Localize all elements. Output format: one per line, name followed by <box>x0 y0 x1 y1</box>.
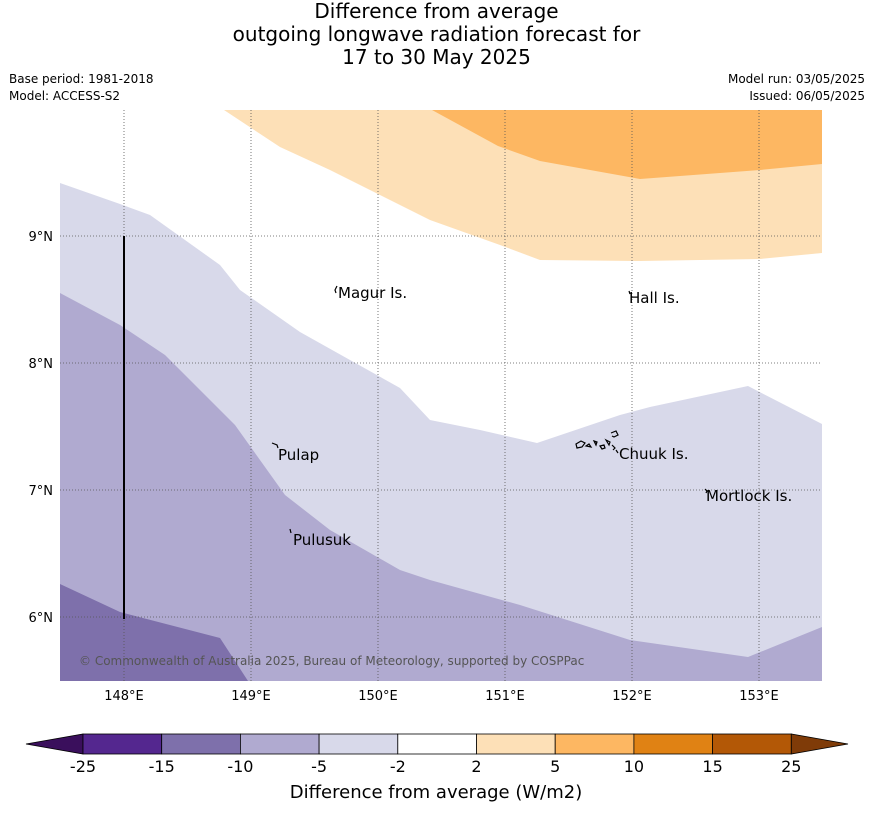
pulusuk-island-shape <box>289 528 292 534</box>
colorbar-tick-label: 15 <box>702 757 722 776</box>
colorbar-tick-label: -25 <box>70 757 96 776</box>
colorbar-tick-label: -2 <box>390 757 406 776</box>
label-magur: Magur Is. <box>338 284 407 302</box>
colorbar-extend-high <box>790 733 849 755</box>
label-pulusuk: Pulusuk <box>293 531 351 549</box>
lon-label-149: 149°E <box>231 689 271 704</box>
magur-island-shape <box>334 285 338 294</box>
colorbar-segment <box>633 733 714 755</box>
colorbar-tick-label: 10 <box>624 757 644 776</box>
colorbar: -25 -15 -10 -5 -2 2 5 10 15 25 <box>25 733 849 776</box>
lat-label-7n: 7°N <box>29 484 54 499</box>
title-line-1: Difference from average <box>314 0 559 23</box>
label-hall: Hall Is. <box>629 289 680 307</box>
contour-5-10 <box>432 110 822 179</box>
colorbar-segment <box>161 733 241 755</box>
lon-label-152: 152°E <box>612 689 652 704</box>
chart-title: Difference from average outgoing longwav… <box>0 0 873 69</box>
map-contours <box>60 110 822 681</box>
contour-neg10-neg5 <box>60 293 822 681</box>
lon-label-151: 151°E <box>485 689 525 704</box>
copyright-notice: © Commonwealth of Australia 2025, Bureau… <box>79 654 584 668</box>
lon-label-148: 148°E <box>104 689 144 704</box>
contour-neg15-neg10 <box>60 584 248 681</box>
base-period: Base period: 1981-2018 <box>9 72 154 86</box>
colorbar-segment <box>318 733 399 755</box>
colorbar-tick-label: 5 <box>550 757 560 776</box>
hall-island-shape <box>628 290 631 295</box>
colorbar-segment <box>397 733 477 755</box>
title-line-2: outgoing longwave radiation forecast for <box>232 22 641 46</box>
mortlock-island-shape <box>704 488 708 494</box>
chuuk-island-shape <box>575 430 619 454</box>
meta-left: Base period: 1981-2018 Model: ACCESS-S2 <box>9 71 154 105</box>
colorbar-segment <box>82 733 163 755</box>
pulap-island-shape <box>271 442 279 449</box>
colorbar-title: Difference from average (W/m2) <box>290 782 582 803</box>
label-pulap: Pulap <box>278 446 319 464</box>
colorbar-tick-label: 25 <box>781 757 801 776</box>
longitude-labels: 148°E 149°E 150°E 151°E 152°E 153°E <box>104 689 779 704</box>
colorbar-tick-label: -5 <box>311 757 327 776</box>
colorbar-segment <box>476 733 556 755</box>
issued-date: Issued: 06/05/2025 <box>749 89 865 103</box>
meta-right: Model run: 03/05/2025 Issued: 06/05/2025 <box>728 71 865 105</box>
colorbar-extend-low <box>25 733 84 755</box>
lat-label-8n: 8°N <box>29 357 54 372</box>
lon-label-153: 153°E <box>739 689 779 704</box>
title-line-3: 17 to 30 May 2025 <box>342 45 531 69</box>
lon-label-150: 150°E <box>358 689 398 704</box>
colorbar-segment <box>239 733 320 755</box>
lat-label-9n: 9°N <box>29 230 54 245</box>
colorbar-segment <box>554 733 635 755</box>
label-chuuk: Chuuk Is. <box>619 445 688 463</box>
colorbar-tick-label: -15 <box>149 757 175 776</box>
colorbar-tick-label: -10 <box>227 757 253 776</box>
colorbar-segment <box>712 733 792 755</box>
model-run: Model run: 03/05/2025 <box>727 72 865 86</box>
latitude-labels: 9°N 8°N 7°N 6°N <box>29 230 54 626</box>
islands <box>271 285 708 534</box>
label-mortlock: Mortlock Is. <box>706 487 792 505</box>
model-name: Model: ACCESS-S2 <box>9 89 121 103</box>
colorbar-tick-label: 2 <box>471 757 481 776</box>
lat-label-6n: 6°N <box>29 611 54 626</box>
